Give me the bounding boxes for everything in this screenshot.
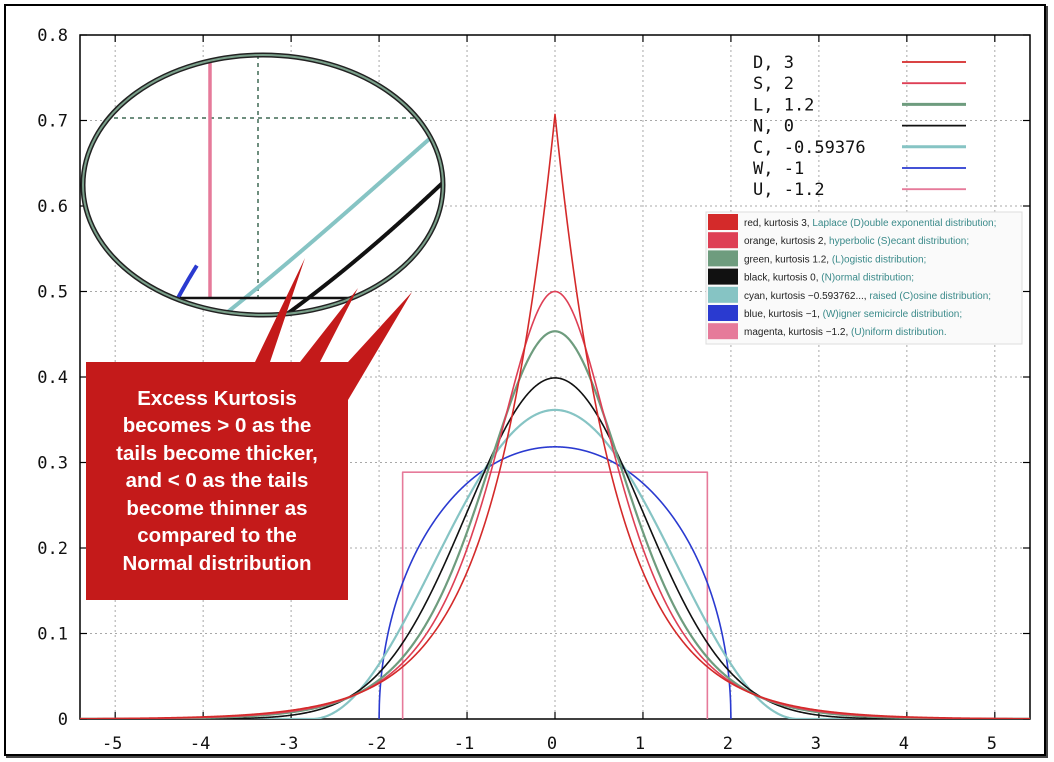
y-tick-label: 0 [58, 710, 68, 730]
legend-description: orange, kurtosis 2, hyperbolic (S)ecant … [744, 236, 969, 247]
legend-description-dist: (N)ormal distribution; [821, 273, 914, 284]
legend-label: D, 3 [753, 53, 794, 73]
legend-description-dist: raised (C)osine distribution; [869, 291, 991, 302]
legend-description-lead: cyan, kurtosis −0.593762..., [744, 291, 869, 302]
legend-description-dist: (W)igner semicircle distribution; [823, 309, 962, 320]
legend-box-background [705, 211, 1023, 345]
legend-description-dist: hyperbolic (S)ecant distribution; [829, 236, 969, 247]
x-tick-label: 1 [635, 734, 645, 754]
zoom-border-inner [82, 54, 444, 316]
zoom-background [83, 55, 443, 315]
y-tick-label: 0.8 [37, 26, 68, 46]
callout-text: Excess Kurtosis becomes > 0 as the tails… [86, 362, 348, 600]
callout-line: becomes > 0 as the [122, 414, 312, 438]
x-tick-label: 2 [723, 734, 733, 754]
legend-label: N, 0 [753, 117, 794, 137]
y-axis-ticks: 0 0.1 0.2 0.3 0.4 0.5 0.6 0.7 0.8 [37, 26, 1030, 730]
x-tick-label: -1 [454, 734, 474, 754]
legend-label: S, 2 [753, 74, 794, 94]
legend-color-swatch [708, 214, 738, 230]
legend-color-swatch [708, 305, 738, 321]
callout-line: become thinner as [126, 496, 308, 520]
callout-line: Excess Kurtosis [137, 386, 297, 410]
x-tick-label: -3 [278, 734, 298, 754]
zoom-curve-w [118, 264, 199, 315]
curve-c [80, 408, 1030, 719]
legend-description-dist: (U)niform distribution. [851, 327, 947, 338]
legend-description-dist: (L)ogistic distribution; [832, 254, 926, 265]
legend-description: magenta, kurtosis −1.2, (U)niform distri… [744, 327, 947, 338]
curve-n [80, 377, 1030, 719]
callout-line: tails become thicker, [116, 441, 318, 465]
x-tick-label: -2 [366, 734, 386, 754]
legend-color-swatch [708, 268, 738, 285]
x-tick-label: 5 [987, 734, 997, 754]
legend-color-swatch [708, 323, 738, 340]
legend-description: blue, kurtosis −1, (W)igner semicircle d… [744, 309, 962, 320]
curve-d [80, 113, 1030, 719]
y-tick-label: 0.2 [37, 539, 68, 559]
y-tick-label: 0.7 [37, 112, 68, 132]
zoom-curve-n [89, 169, 443, 315]
legend-description-lead: green, kurtosis 1.2, [744, 254, 832, 265]
legend-descriptions: red, kurtosis 3, Laplace (D)ouble expone… [705, 211, 1023, 345]
legend-description: red, kurtosis 3, Laplace (D)ouble expone… [744, 218, 996, 229]
legend-description-lead: red, kurtosis 3, [744, 218, 812, 229]
legend-label: L, 1.2 [753, 95, 814, 115]
legend-label: C, -0.59376 [753, 138, 866, 158]
legend-description-lead: orange, kurtosis 2, [744, 236, 829, 247]
x-tick-label: -5 [102, 734, 122, 754]
legend-description: green, kurtosis 1.2, (L)ogistic distribu… [744, 254, 926, 265]
x-tick-label: 0 [547, 734, 557, 754]
legend-color-swatch [708, 250, 738, 267]
y-tick-label: 0.4 [37, 368, 68, 388]
callout-arrow-shape [86, 258, 412, 600]
legend-description: cyan, kurtosis −0.593762..., raised (C)o… [744, 291, 991, 302]
legend-description-dist: Laplace (D)ouble exponential distributio… [812, 218, 996, 229]
x-tick-label: 3 [811, 734, 821, 754]
legend-color-swatch [708, 286, 738, 303]
x-tick-label: 4 [899, 734, 909, 754]
curve-u [401, 471, 709, 719]
legend-description-lead: blue, kurtosis −1, [744, 309, 823, 320]
legend-description-lead: magenta, kurtosis −1.2, [744, 327, 851, 338]
callout-line: Normal distribution [122, 551, 312, 575]
curve-w [378, 446, 732, 719]
legend-label: W, -1 [753, 159, 804, 179]
callout-line: and < 0 as the tails [125, 469, 309, 493]
y-tick-label: 0.5 [37, 283, 68, 303]
legend-description-lead: black, kurtosis 0, [744, 273, 821, 284]
y-tick-label: 0.1 [37, 625, 68, 645]
distribution-curves [80, 113, 1030, 719]
y-tick-label: 0.6 [37, 197, 68, 217]
x-tick-label: -4 [190, 734, 210, 754]
legend-description: black, kurtosis 0, (N)ormal distribution… [744, 273, 914, 284]
y-tick-label: 0.3 [37, 454, 68, 474]
legend-color-swatch [708, 232, 738, 249]
legend-label: U, -1.2 [753, 180, 825, 200]
callout-line: compared to the [137, 524, 297, 548]
zoom-curve-c [88, 114, 443, 315]
